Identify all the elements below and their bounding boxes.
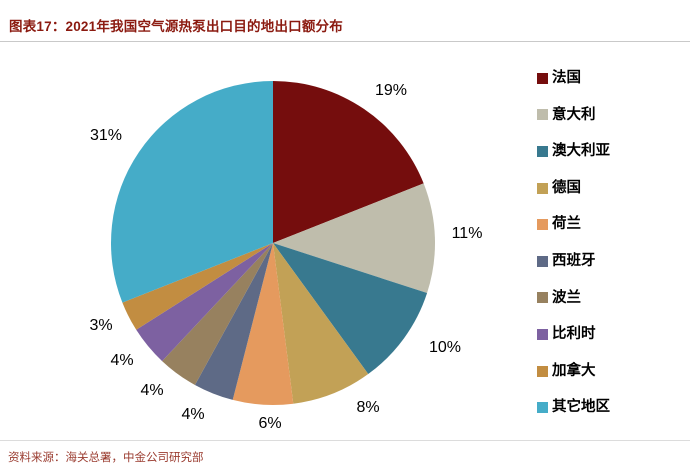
pie-label-5: 6% (258, 415, 282, 432)
legend-item-8: 比利时 (537, 316, 610, 353)
legend-item-6: 西班牙 (537, 243, 610, 280)
legend-swatch-icon (537, 72, 548, 84)
pie-label-1: 19% (374, 82, 408, 99)
legend-item-4: 德国 (537, 170, 610, 207)
legend-label: 荷兰 (552, 216, 581, 233)
pie-label-2: 11% (451, 225, 483, 242)
legend-item-9: 加拿大 (537, 353, 610, 390)
legend-label: 意大利 (552, 106, 596, 123)
legend-swatch-icon (537, 328, 548, 340)
pie-slice-3 (273, 243, 428, 375)
pie-slice-1 (273, 81, 424, 243)
pie-slice-7 (162, 243, 273, 385)
source-note: 资料来源：海关总署，中金公司研究部 (8, 452, 204, 464)
legend-swatch-icon (537, 365, 548, 377)
legend-item-10: 其它地区 (537, 389, 610, 426)
pie-slice-8 (136, 243, 273, 362)
legend-item-5: 荷兰 (537, 206, 610, 243)
pie-slice-4 (273, 243, 369, 404)
legend-swatch-icon (537, 219, 548, 231)
pie-label-10: 31% (89, 127, 123, 144)
legend-item-2: 意大利 (537, 97, 610, 134)
pie-plot (111, 81, 435, 405)
legend-swatch-icon (537, 145, 548, 157)
pie-slice-2 (273, 183, 435, 294)
legend-swatch-icon (537, 109, 548, 121)
pie-label-3: 10% (428, 339, 462, 356)
legend: 法国意大利澳大利亚德国荷兰西班牙波兰比利时加拿大其它地区 (537, 60, 610, 426)
legend-item-1: 法国 (537, 60, 610, 97)
pie-slice-9 (122, 243, 273, 330)
legend-label: 法国 (552, 70, 581, 87)
legend-swatch-icon (537, 255, 548, 267)
legend-label: 德国 (552, 179, 581, 196)
legend-label: 波兰 (552, 289, 581, 306)
pie-label-6: 4% (181, 406, 205, 423)
legend-item-7: 波兰 (537, 280, 610, 317)
legend-label: 其它地区 (552, 399, 610, 416)
legend-label: 澳大利亚 (552, 143, 610, 160)
legend-label: 加拿大 (552, 362, 596, 379)
pie-label-4: 8% (356, 399, 380, 416)
footer-divider (0, 440, 690, 441)
figure-title: 图表17：2021年我国空气源热泵出口目的地出口额分布 (9, 19, 343, 34)
legend-label: 西班牙 (552, 253, 596, 270)
pie-slice-5 (232, 243, 294, 405)
legend-swatch-icon (537, 182, 548, 194)
legend-label: 比利时 (552, 326, 596, 343)
legend-swatch-icon (537, 402, 548, 414)
pie-label-7: 4% (140, 382, 164, 399)
title-divider (0, 41, 690, 42)
pie-label-9: 3% (89, 317, 113, 334)
pie-chart: 19% 11% 10% 8% 6% 4% 4% 4% 3% 31% (0, 42, 690, 439)
pie-label-8: 4% (110, 352, 134, 369)
legend-item-3: 澳大利亚 (537, 133, 610, 170)
pie-slice-10 (111, 81, 274, 303)
pie-slice-6 (194, 243, 273, 400)
legend-swatch-icon (537, 292, 548, 304)
